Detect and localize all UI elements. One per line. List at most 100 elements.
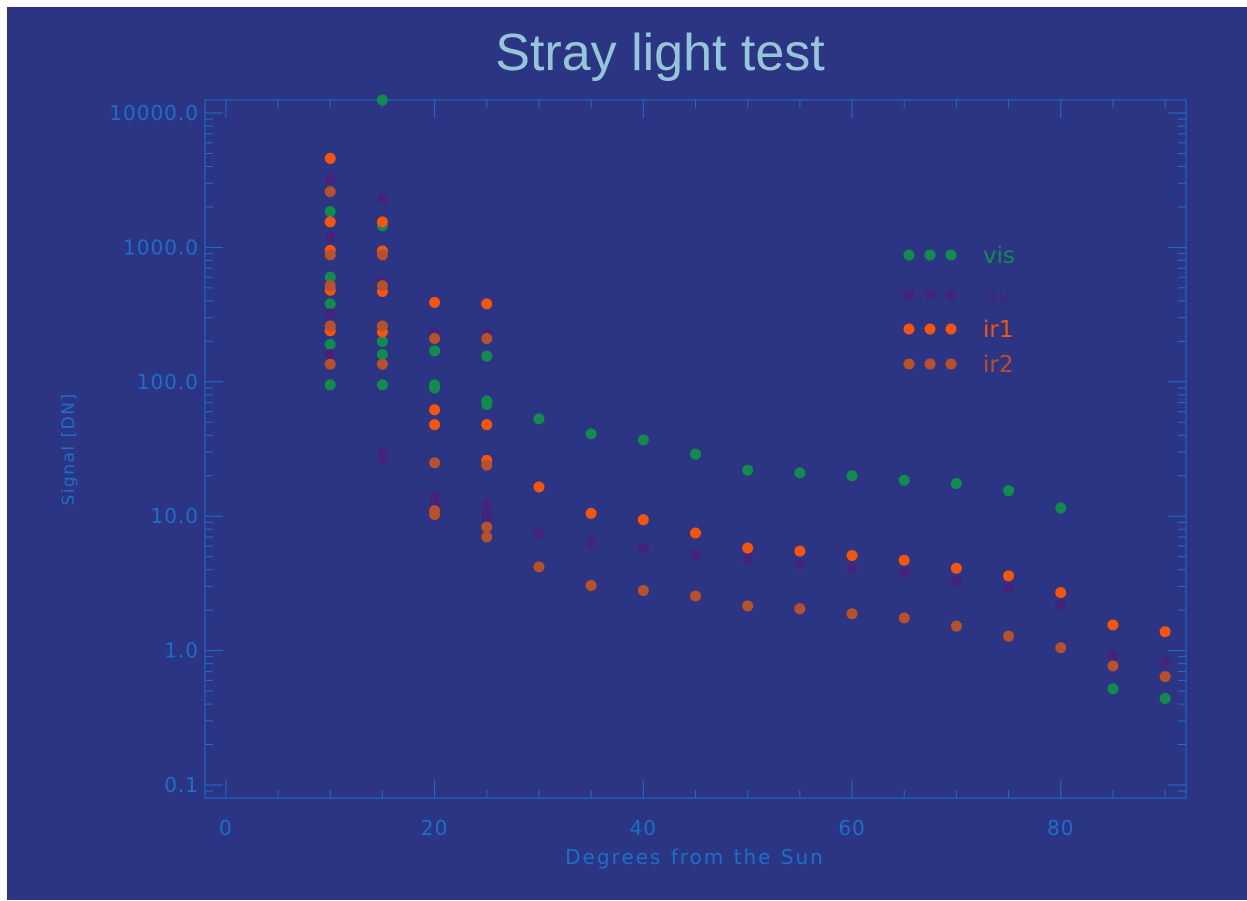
legend-marker-ir2: [903, 358, 915, 370]
point-vis: [1003, 485, 1015, 497]
point-ir1: [1159, 626, 1171, 638]
point-ir2: [376, 249, 388, 261]
point-ir1: [429, 296, 441, 308]
point-ir1: [429, 404, 441, 416]
legend-marker-ir1: [924, 323, 936, 335]
point-ir2: [533, 561, 545, 573]
legend-marker-vis: [924, 249, 936, 261]
legend-marker-ir1: [945, 323, 957, 335]
legend-marker-uv: [945, 289, 957, 301]
point-uv: [376, 452, 388, 464]
point-ir2: [324, 320, 336, 332]
point-ir2: [376, 280, 388, 292]
point-ir2: [324, 186, 336, 198]
point-vis: [376, 94, 388, 106]
point-vis: [1055, 502, 1067, 514]
point-vis: [376, 379, 388, 391]
point-ir1: [1107, 619, 1119, 631]
point-vis: [324, 271, 336, 283]
point-vis: [846, 470, 858, 482]
point-ir2: [481, 333, 493, 345]
point-vis: [376, 348, 388, 360]
chart-title: Stray light test: [495, 24, 825, 82]
point-ir2: [481, 521, 493, 533]
point-ir2: [950, 620, 962, 632]
point-ir2: [429, 457, 441, 469]
x-tick-label: 20: [421, 816, 448, 840]
y-axis-label: Signal [DN]: [59, 392, 79, 505]
point-ir2: [794, 603, 806, 615]
legend-marker-ir2: [924, 358, 936, 370]
legend-label-ir2: ir2: [983, 352, 1013, 378]
point-vis: [324, 298, 336, 310]
point-ir1: [324, 152, 336, 164]
point-ir2: [637, 584, 649, 596]
point-ir2: [1159, 671, 1171, 683]
point-ir2: [846, 608, 858, 620]
chart-panel: Stray light test 0 20 40 60 80 0.1 1.0 10.0 100…: [7, 7, 1247, 900]
point-uv: [1159, 656, 1171, 668]
x-tick-label: 80: [1047, 816, 1074, 840]
point-ir1: [585, 507, 597, 519]
point-vis: [429, 345, 441, 357]
point-ir1: [1003, 570, 1015, 582]
y-tick-label: 10000.0: [109, 101, 199, 125]
legend-label-ir1: ir1: [983, 317, 1013, 343]
point-ir2: [1107, 660, 1119, 672]
point-ir2: [429, 508, 441, 520]
point-ir1: [533, 481, 545, 493]
point-vis: [376, 335, 388, 347]
point-uv: [481, 510, 493, 522]
point-ir1: [481, 419, 493, 431]
y-tick-label: 10.0: [150, 504, 199, 528]
point-vis: [637, 434, 649, 446]
point-ir1: [481, 298, 493, 310]
y-tick-label: 1000.0: [123, 235, 199, 259]
point-uv: [846, 562, 858, 574]
point-uv: [1055, 599, 1067, 611]
point-vis: [324, 338, 336, 350]
legend-label-vis: vis: [983, 243, 1015, 269]
point-ir1: [950, 562, 962, 574]
point-vis: [742, 464, 754, 476]
point-ir2: [481, 531, 493, 543]
point-vis: [585, 428, 597, 440]
point-ir2: [585, 580, 597, 592]
point-uv: [429, 491, 441, 503]
point-uv: [376, 193, 388, 205]
point-ir2: [376, 358, 388, 370]
point-vis: [481, 398, 493, 410]
point-vis: [324, 379, 336, 391]
point-vis: [950, 478, 962, 490]
point-ir2: [1003, 630, 1015, 642]
point-uv: [950, 575, 962, 587]
legend-marker-uv: [924, 289, 936, 301]
point-ir2: [429, 333, 441, 345]
point-uv: [794, 558, 806, 570]
point-ir2: [324, 280, 336, 292]
point-ir1: [898, 554, 910, 566]
point-vis: [794, 467, 806, 479]
point-vis: [533, 413, 545, 425]
y-tick-label: 1.0: [164, 639, 199, 663]
point-vis: [690, 448, 701, 460]
point-ir2: [324, 358, 336, 370]
point-uv: [637, 542, 649, 554]
point-uv: [324, 348, 336, 360]
legend-marker-ir1: [903, 323, 915, 335]
point-ir1: [742, 542, 754, 554]
point-ir1: [324, 216, 336, 228]
y-axis: 0.1 1.0 10.0 100.0 1000.0 10000.0: [109, 101, 1186, 799]
point-uv: [690, 548, 701, 560]
point-vis: [898, 474, 910, 486]
point-ir1: [1055, 587, 1067, 599]
x-axis: 0 20 40 60 80: [219, 100, 1166, 840]
point-vis: [1107, 683, 1119, 695]
point-ir2: [1055, 642, 1067, 654]
legend-marker-uv: [903, 289, 915, 301]
x-axis-label: Degrees from the Sun: [565, 845, 825, 869]
point-vis: [481, 350, 493, 362]
x-tick-label: 60: [838, 816, 865, 840]
point-uv: [533, 528, 545, 540]
legend-marker-ir2: [945, 358, 957, 370]
